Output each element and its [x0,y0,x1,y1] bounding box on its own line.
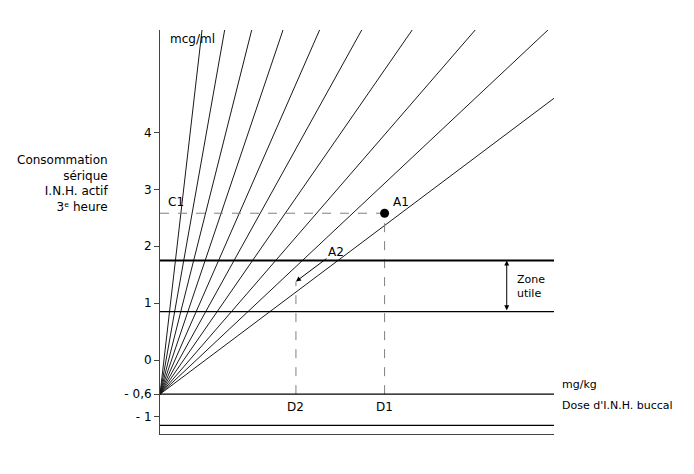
svg-text:2: 2 [144,239,152,253]
svg-text:Dose d'I.N.H. buccal: Dose d'I.N.H. buccal [562,399,673,412]
svg-text:1: 1 [144,296,152,310]
svg-text:ConsommationsériqueI.N.H. acti: ConsommationsériqueI.N.H. actif3ᵉ heure [17,153,108,214]
svg-text:4: 4 [144,126,152,140]
svg-text:0: 0 [144,353,152,367]
svg-text:mg/kg: mg/kg [562,378,597,391]
svg-text:Zoneutile: Zoneutile [517,273,545,300]
svg-text:C1: C1 [168,195,184,209]
svg-text:- 1: - 1 [136,410,152,424]
svg-text:mcg/ml: mcg/ml [170,32,215,46]
svg-text:- 0,6: - 0,6 [124,387,151,401]
svg-text:3: 3 [144,183,152,197]
svg-text:D1: D1 [376,400,393,414]
svg-text:A2: A2 [328,245,344,259]
svg-text:A1: A1 [393,195,409,209]
svg-text:D2: D2 [287,400,304,414]
